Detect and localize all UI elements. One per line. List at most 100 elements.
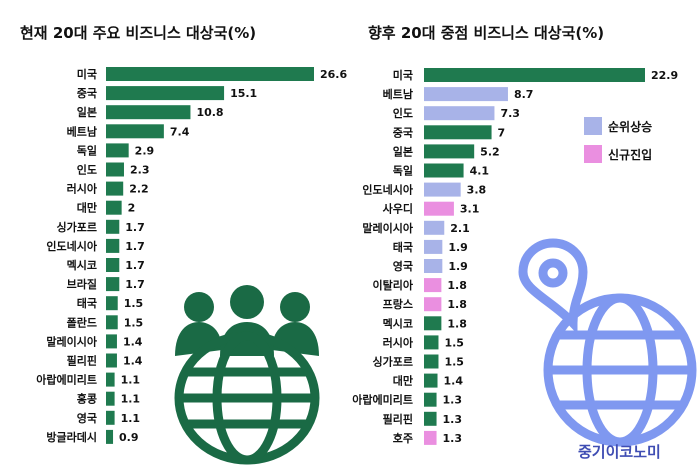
value-label: 2 [128, 202, 136, 215]
category-label: 멕시코 [67, 258, 97, 272]
value-label: 8.7 [514, 88, 534, 101]
bar [424, 259, 443, 273]
category-label: 독일 [77, 143, 97, 157]
bar [106, 219, 120, 234]
value-label: 10.8 [196, 106, 223, 119]
category-label: 인도 [393, 106, 413, 120]
category-label: 중국 [393, 126, 413, 139]
legend-item-rank-up: 순위상승 [584, 117, 652, 135]
value-label: 26.6 [320, 68, 347, 81]
category-label: 이탈리아 [373, 278, 414, 292]
bar [106, 181, 124, 196]
left-chart-title: 현재 20대 주요 비즈니스 대상국(%) [20, 24, 257, 42]
value-label: 1.7 [125, 221, 145, 234]
value-label: 1.8 [447, 317, 467, 330]
value-label: 1.5 [444, 336, 464, 349]
bar [106, 315, 118, 330]
value-label: 1.8 [447, 298, 467, 311]
bar [106, 372, 115, 387]
category-label: 미국 [393, 68, 413, 82]
value-label: 5.2 [480, 145, 500, 158]
category-label: 필리핀 [383, 412, 413, 426]
value-label: 1.4 [444, 375, 464, 388]
value-label: 2.2 [129, 183, 149, 196]
category-label: 필리핀 [67, 354, 97, 368]
bar [106, 334, 117, 349]
value-label: 22.9 [651, 69, 678, 82]
category-label: 프랑스 [383, 298, 413, 311]
category-label: 미국 [77, 67, 97, 81]
category-label: 태국 [393, 240, 413, 254]
category-label: 사우디 [383, 202, 413, 216]
value-label: 0.9 [119, 431, 139, 444]
bar [106, 124, 164, 139]
bar [106, 162, 124, 177]
right-chart-title: 향후 20대 중점 비즈니스 대상국(%) [368, 24, 605, 42]
value-label: 2.9 [135, 144, 155, 157]
bar [106, 429, 114, 444]
bar [106, 105, 191, 120]
bar [424, 392, 437, 407]
category-label: 아랍에미리트 [352, 393, 413, 407]
value-label: 1.7 [125, 259, 145, 272]
category-label: 아랍에미리트 [36, 373, 97, 387]
category-label: 영국 [393, 260, 413, 273]
bar [424, 87, 508, 102]
value-label: 1.1 [121, 393, 141, 406]
people-globe-icon [174, 285, 320, 465]
value-label: 7.3 [500, 107, 520, 120]
bar [424, 335, 439, 350]
category-label: 인도 [77, 163, 97, 177]
category-label: 일본 [77, 105, 97, 119]
category-label: 멕시코 [383, 316, 413, 330]
bar [424, 278, 442, 293]
value-label: 1.7 [125, 240, 145, 253]
value-label: 1.3 [443, 432, 463, 445]
bar [106, 200, 122, 215]
category-label: 인도네시아 [362, 183, 413, 197]
value-label: 15.1 [230, 87, 257, 100]
category-label: 베트남 [383, 87, 413, 101]
bar [106, 410, 115, 425]
bar [106, 238, 120, 253]
value-label: 1.4 [123, 355, 143, 368]
bar [424, 201, 454, 216]
value-label: 3.8 [467, 184, 487, 197]
value-label: 1.5 [124, 316, 144, 329]
category-label: 베트남 [67, 124, 97, 138]
bar [424, 125, 492, 140]
bar [106, 258, 120, 272]
category-label: 영국 [77, 412, 97, 425]
category-label: 대만 [393, 374, 413, 388]
legend: 순위상승 신규진입 [584, 117, 652, 173]
bar [106, 391, 115, 406]
category-label: 브라질 [67, 277, 97, 291]
value-label: 1.9 [448, 260, 468, 273]
value-label: 1.8 [447, 279, 467, 292]
category-label: 대만 [77, 201, 97, 215]
value-label: 1.5 [444, 356, 464, 369]
bar [106, 143, 129, 158]
category-label: 홍콩 [77, 392, 97, 406]
value-label: 7.4 [170, 125, 190, 138]
globe-pin-icon [518, 238, 697, 447]
bar [106, 86, 225, 101]
category-label: 인도네시아 [46, 239, 97, 253]
value-label: 2.1 [450, 222, 470, 235]
value-label: 1.3 [443, 413, 463, 426]
bar [424, 182, 461, 197]
category-label: 말레이시아 [362, 221, 413, 235]
bar [424, 220, 445, 235]
legend-label-new-entry: 신규진입 [608, 147, 653, 162]
bar [106, 277, 120, 292]
category-label: 태국 [77, 296, 97, 310]
category-label: 호주 [393, 431, 413, 445]
legend-swatch-rank-up [584, 117, 602, 135]
value-label: 1.7 [125, 278, 145, 291]
value-label: 1.1 [121, 412, 141, 425]
bar [424, 144, 475, 159]
category-label: 일본 [393, 144, 413, 158]
bar [106, 353, 117, 368]
